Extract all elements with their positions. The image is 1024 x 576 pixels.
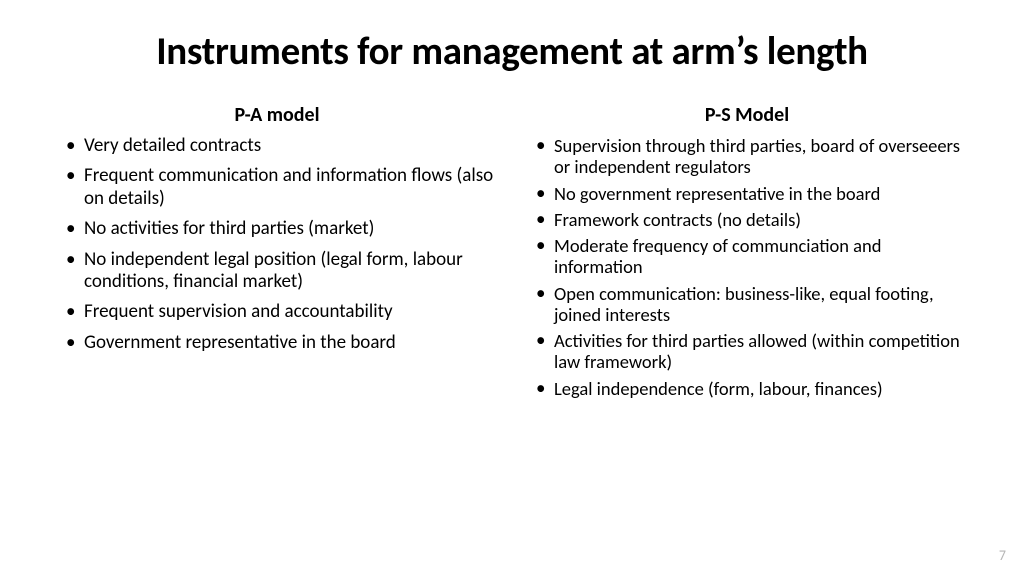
list-item: No independent legal position (legal for… — [56, 249, 498, 294]
column-left-heading: P-A model — [56, 103, 498, 127]
slide: Instruments for management at arm’s leng… — [0, 0, 1024, 576]
list-item: No government representative in the boar… — [526, 183, 968, 204]
list-item: Open communication: business-like, equal… — [526, 283, 968, 326]
list-item: Moderate frequency of communciation and … — [526, 235, 968, 278]
columns-container: P-A model Very detailed contracts Freque… — [56, 103, 968, 404]
list-item: Framework contracts (no details) — [526, 209, 968, 230]
list-item: Supervision through third parties, board… — [526, 135, 968, 178]
list-item: Legal independence (form, labour, financ… — [526, 378, 968, 399]
page-number: 7 — [999, 547, 1006, 564]
list-item: Activities for third parties allowed (wi… — [526, 330, 968, 373]
list-item: Government representative in the board — [56, 332, 498, 354]
column-right-list: Supervision through third parties, board… — [526, 135, 968, 399]
column-right-heading: P-S Model — [526, 103, 968, 127]
column-left: P-A model Very detailed contracts Freque… — [56, 103, 498, 404]
list-item: Frequent communication and information f… — [56, 165, 498, 210]
list-item: Frequent supervision and accountability — [56, 301, 498, 323]
list-item: No activities for third parties (market) — [56, 218, 498, 240]
list-item: Very detailed contracts — [56, 135, 498, 157]
column-right: P-S Model Supervision through third part… — [526, 103, 968, 404]
slide-title: Instruments for management at arm’s leng… — [56, 28, 968, 75]
column-left-list: Very detailed contracts Frequent communi… — [56, 135, 498, 354]
